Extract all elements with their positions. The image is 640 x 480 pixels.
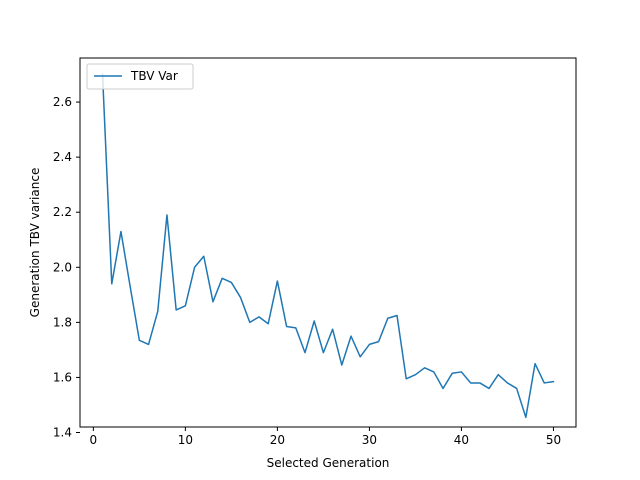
legend: TBV Var [86, 63, 194, 90]
y-tick-label-4: 2.2 [53, 205, 72, 219]
x-axis: 0 10 20 30 40 50 [90, 427, 561, 447]
x-tick-label-0: 0 [90, 433, 98, 447]
y-tick-label-0: 1.4 [53, 426, 72, 440]
y-tick-label-5: 2.4 [53, 150, 72, 164]
x-tick-label-10: 10 [178, 433, 193, 447]
y-tick-label-3: 2.0 [53, 260, 72, 274]
y-tick-label-1: 1.6 [53, 370, 72, 384]
y-tick-label-2: 1.8 [53, 315, 72, 329]
x-tick-label-30: 30 [362, 433, 377, 447]
legend-label-tbv-var: TBV Var [130, 69, 178, 83]
series-line-0 [101, 73, 555, 419]
series-layer [101, 73, 555, 419]
x-tick-label-20: 20 [270, 433, 285, 447]
x-tick-label-40: 40 [454, 433, 469, 447]
x-axis-label: Selected Generation [267, 456, 390, 470]
legend-box [86, 63, 194, 90]
y-axis-label: Generation TBV variance [28, 168, 42, 318]
x-tick-label-50: 50 [546, 433, 561, 447]
y-axis: 1.4 1.6 1.8 2.0 2.2 2.4 2.6 [53, 95, 80, 440]
axes-frame [79, 57, 577, 428]
y-tick-label-6: 2.6 [53, 95, 72, 109]
